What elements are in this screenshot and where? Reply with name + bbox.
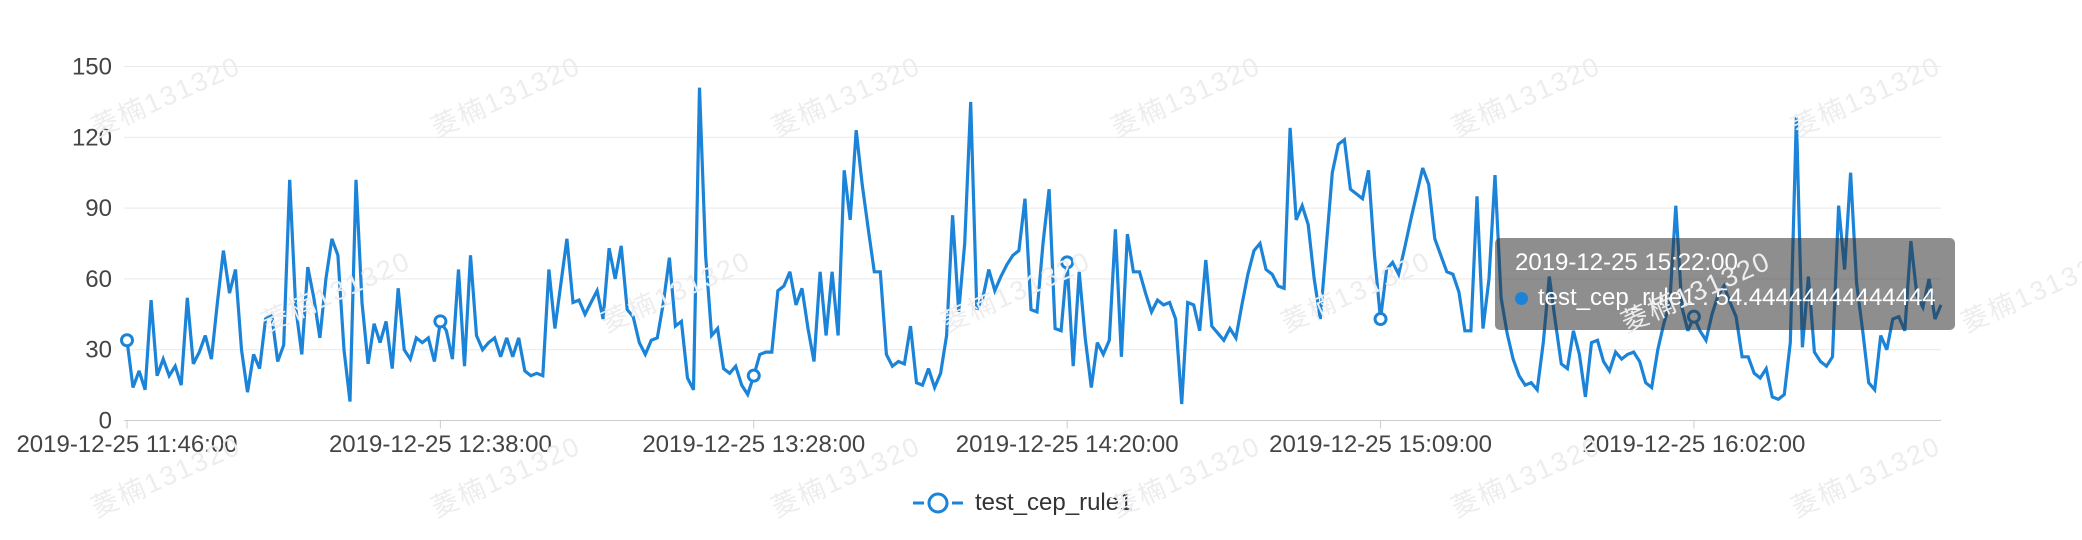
data-point-marker[interactable] <box>1686 309 1701 324</box>
x-axis-label: 2019-12-25 15:09:00 <box>1269 431 1492 458</box>
series-line-test_cep_rule1[interactable] <box>125 87 1943 405</box>
data-point-marker[interactable] <box>1060 255 1075 270</box>
x-axis-label: 2019-12-25 13:28:00 <box>642 431 865 458</box>
y-axis-label: 150 <box>72 54 112 81</box>
y-axis-label: 30 <box>85 337 112 364</box>
legend-item-test_cep_rule1[interactable]: test_cep_rule1 <box>913 488 1132 518</box>
x-axis-label: 2019-12-25 12:38:00 <box>329 431 552 458</box>
data-point-marker[interactable] <box>433 314 448 329</box>
y-axis-label: 0 <box>99 408 112 435</box>
y-axis-label: 60 <box>85 266 112 293</box>
data-point-marker[interactable] <box>1373 312 1388 327</box>
legend-item-label: test_cep_rule1 <box>975 489 1133 516</box>
y-axis-label: 120 <box>72 124 112 151</box>
data-point-marker[interactable] <box>746 368 761 383</box>
x-axis-label: 2019-12-25 16:02:00 <box>1582 431 1805 458</box>
legend-line-icon <box>913 492 963 514</box>
y-axis-label: 90 <box>85 195 112 222</box>
x-axis-label: 2019-12-25 14:20:00 <box>956 431 1179 458</box>
data-point-marker[interactable] <box>120 333 134 348</box>
x-axis-label: 2019-12-25 11:46:00 <box>16 431 237 458</box>
